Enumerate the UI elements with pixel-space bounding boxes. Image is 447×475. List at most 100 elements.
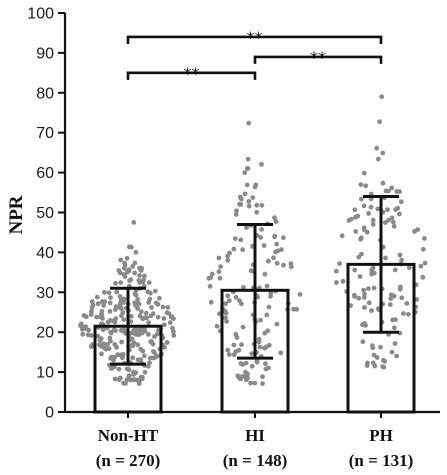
data-point — [380, 180, 386, 186]
data-point — [420, 246, 426, 252]
data-point — [148, 290, 153, 296]
data-point — [128, 313, 134, 319]
data-point — [169, 314, 175, 319]
data-point — [207, 283, 213, 289]
data-point — [233, 212, 239, 217]
data-point — [80, 331, 86, 337]
data-point — [132, 330, 137, 336]
y-tick-label: 50 — [36, 205, 54, 222]
data-point — [231, 342, 237, 348]
y-tick-label: 80 — [36, 85, 54, 102]
data-point — [278, 350, 284, 356]
data-point — [372, 363, 378, 369]
significance-bracket — [253, 55, 383, 64]
data-point — [102, 289, 107, 295]
data-point — [114, 344, 119, 350]
data-point — [139, 376, 145, 382]
data-point — [119, 339, 125, 345]
data-point — [148, 313, 154, 319]
data-point — [392, 267, 398, 273]
data-point — [155, 301, 161, 307]
data-point — [264, 283, 270, 289]
data-point — [240, 324, 246, 330]
data-point — [238, 376, 243, 382]
data-point — [90, 302, 96, 308]
data-point — [418, 263, 424, 269]
data-point — [130, 264, 136, 269]
data-point — [389, 349, 395, 355]
data-point — [389, 185, 395, 191]
data-point — [253, 182, 259, 188]
data-point — [108, 318, 113, 323]
data-point — [140, 316, 146, 322]
data-point — [361, 203, 367, 209]
data-point — [142, 273, 147, 279]
data-point — [242, 170, 248, 176]
data-point — [404, 301, 410, 306]
data-point — [118, 328, 124, 333]
data-point — [147, 355, 153, 361]
data-point — [243, 360, 249, 366]
data-point — [107, 300, 113, 306]
data-point — [242, 191, 248, 197]
data-point — [151, 349, 156, 354]
data-point — [383, 255, 388, 261]
data-point — [237, 201, 242, 207]
data-point — [137, 273, 142, 278]
data-point — [380, 364, 385, 369]
data-point — [394, 353, 399, 359]
data-point — [239, 342, 244, 348]
data-point — [216, 255, 222, 261]
data-point — [271, 255, 276, 261]
data-point — [222, 308, 228, 314]
significance-brackets: ** ** ** — [126, 28, 383, 83]
data-point — [366, 300, 372, 306]
data-point — [370, 343, 375, 348]
data-point — [360, 322, 365, 328]
data-point — [218, 264, 224, 269]
data-point — [366, 286, 371, 291]
data-point — [398, 284, 403, 290]
data-point — [116, 366, 122, 372]
data-point — [254, 209, 260, 215]
data-point — [346, 218, 352, 223]
data-point — [387, 302, 393, 307]
data-point — [263, 344, 269, 350]
data-point — [113, 328, 118, 333]
data-point — [135, 378, 141, 383]
data-point — [245, 371, 250, 377]
data-point — [167, 320, 173, 325]
data-point — [361, 287, 366, 293]
data-point — [272, 234, 277, 240]
data-point — [131, 220, 137, 225]
data-point — [385, 207, 390, 213]
data-point — [136, 328, 141, 333]
data-point — [118, 257, 124, 263]
data-point — [245, 156, 251, 162]
data-point — [233, 349, 239, 354]
data-point — [258, 235, 264, 240]
y-tick-label: 20 — [36, 325, 54, 342]
data-point — [266, 304, 272, 310]
data-point — [422, 260, 428, 266]
data-point — [129, 244, 134, 250]
data-point — [136, 332, 142, 337]
data-point — [352, 207, 358, 213]
data-point — [108, 330, 114, 336]
data-point — [359, 251, 364, 257]
data-point — [129, 336, 135, 342]
data-point — [154, 353, 160, 359]
data-point — [386, 188, 391, 194]
data-point — [142, 369, 148, 375]
x-count-label: (n = 131) — [349, 451, 413, 470]
data-point — [244, 182, 250, 188]
data-point — [124, 366, 130, 372]
data-point — [375, 156, 381, 162]
data-point — [152, 334, 157, 339]
data-point — [274, 321, 280, 327]
data-point — [99, 313, 105, 318]
data-point — [391, 293, 397, 299]
data-point — [268, 293, 273, 299]
y-tick-label: 10 — [36, 365, 54, 382]
data-point — [339, 233, 345, 239]
